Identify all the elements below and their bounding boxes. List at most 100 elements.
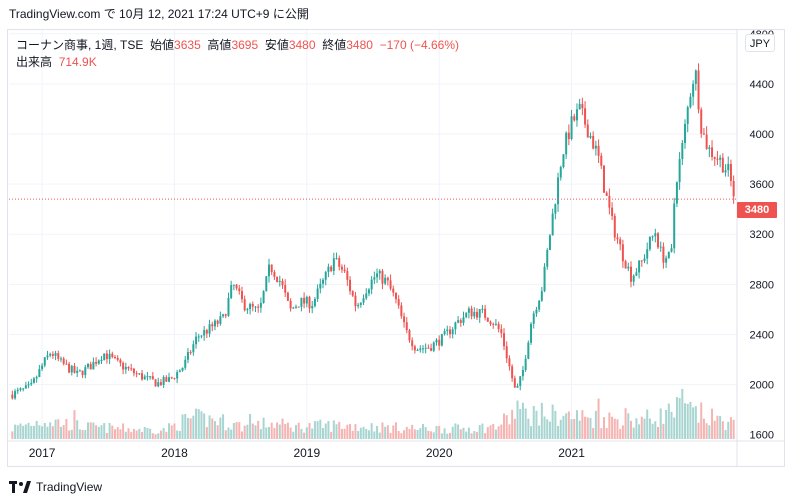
volume-bar: [189, 418, 192, 439]
candle-body: [570, 116, 573, 140]
volume-bar: [359, 427, 362, 439]
candle-body: [462, 317, 465, 323]
candle-body: [527, 342, 530, 359]
candle-body: [694, 70, 697, 84]
candle-body: [181, 367, 184, 371]
volume-bar: [638, 424, 641, 439]
candle-body: [73, 365, 76, 373]
volume-bar: [465, 431, 468, 439]
volume-bar: [454, 423, 457, 439]
volume-bar: [367, 430, 370, 439]
volume-bar: [392, 425, 395, 439]
candle-body: [608, 195, 611, 208]
candle-body: [646, 249, 649, 259]
volume-bar: [500, 424, 503, 439]
candle-body: [627, 266, 630, 269]
y-tick-label: 1600: [750, 430, 774, 442]
candle-body: [535, 309, 538, 314]
candle-body: [308, 296, 311, 309]
volume-bar: [176, 430, 179, 439]
candle-body: [114, 357, 117, 359]
candle-body: [292, 307, 295, 309]
volume-bar: [224, 430, 227, 439]
volume-bar: [570, 419, 573, 439]
candle-body: [367, 289, 370, 294]
candle-body: [392, 288, 395, 293]
candle-body: [643, 258, 646, 261]
candle-body: [254, 306, 257, 308]
volume-bar: [503, 413, 506, 439]
volume-bar: [575, 410, 578, 439]
volume-bar: [54, 419, 57, 439]
volume-bar: [284, 423, 287, 439]
volume-bar: [57, 419, 60, 439]
volume-bar: [354, 424, 357, 439]
candle-body: [11, 394, 14, 399]
candle-body: [351, 291, 354, 296]
volume-bar: [319, 419, 322, 439]
candle-body: [19, 388, 22, 390]
candle-body: [432, 342, 435, 351]
candle-body: [370, 279, 373, 290]
candle-body: [532, 313, 535, 324]
open-value: 3635: [174, 38, 201, 52]
candle-body: [386, 277, 389, 281]
candle-body: [524, 358, 527, 371]
volume-bar: [584, 416, 587, 439]
volume-bar: [14, 424, 17, 439]
candle-body: [446, 329, 449, 332]
candle-body: [621, 244, 624, 262]
candle-body: [394, 292, 397, 300]
candle-body: [470, 308, 473, 317]
volume-bar: [665, 409, 668, 439]
high-value: 3695: [231, 38, 259, 52]
volume-bar: [154, 434, 157, 439]
candle-body: [43, 357, 46, 366]
candle-body: [665, 258, 668, 263]
volume-bar: [238, 422, 241, 439]
close-label: 終値: [322, 38, 347, 52]
candle-body: [78, 370, 81, 372]
volume-bar: [35, 420, 38, 439]
candle-body: [305, 296, 308, 304]
candle-body: [689, 96, 692, 108]
volume-bar: [65, 418, 68, 439]
candle-body: [35, 376, 38, 379]
volume-bar: [297, 422, 300, 439]
volume-bar: [519, 408, 522, 439]
candle-body: [467, 308, 470, 313]
currency-button[interactable]: JPY: [745, 34, 775, 52]
candle-body: [459, 320, 462, 323]
publish-header: TradingView.com で 10月 12, 2021 17:24 UTC…: [9, 7, 309, 21]
y-tick-label: 2400: [750, 329, 774, 341]
volume-bar: [605, 428, 608, 439]
candle-body: [105, 353, 108, 360]
volume-bar: [43, 423, 46, 439]
volume-bar: [251, 423, 254, 439]
candle-body: [584, 108, 587, 125]
volume-bar: [308, 423, 311, 439]
volume-bar: [203, 413, 206, 439]
candle-body: [92, 361, 95, 370]
volume-bar: [232, 423, 235, 439]
volume-bar: [430, 431, 433, 439]
volume-bar: [262, 417, 265, 439]
candle-body: [602, 165, 605, 193]
candle-body: [111, 353, 114, 358]
candle-body: [732, 180, 735, 197]
volume-bar: [81, 429, 84, 439]
volume-bar: [578, 420, 581, 439]
candle-body: [257, 306, 260, 308]
volume-bar: [273, 428, 276, 439]
volume-bar: [543, 416, 546, 439]
candle-body: [635, 272, 638, 276]
candle-body: [651, 236, 654, 238]
candle-body: [176, 372, 179, 379]
volume-bar: [146, 427, 149, 439]
volume-bar: [675, 397, 678, 439]
x-tick-label: 2017: [29, 446, 56, 460]
volume-bar: [646, 409, 649, 439]
volume-bar: [616, 419, 619, 439]
candle-body: [513, 378, 516, 388]
